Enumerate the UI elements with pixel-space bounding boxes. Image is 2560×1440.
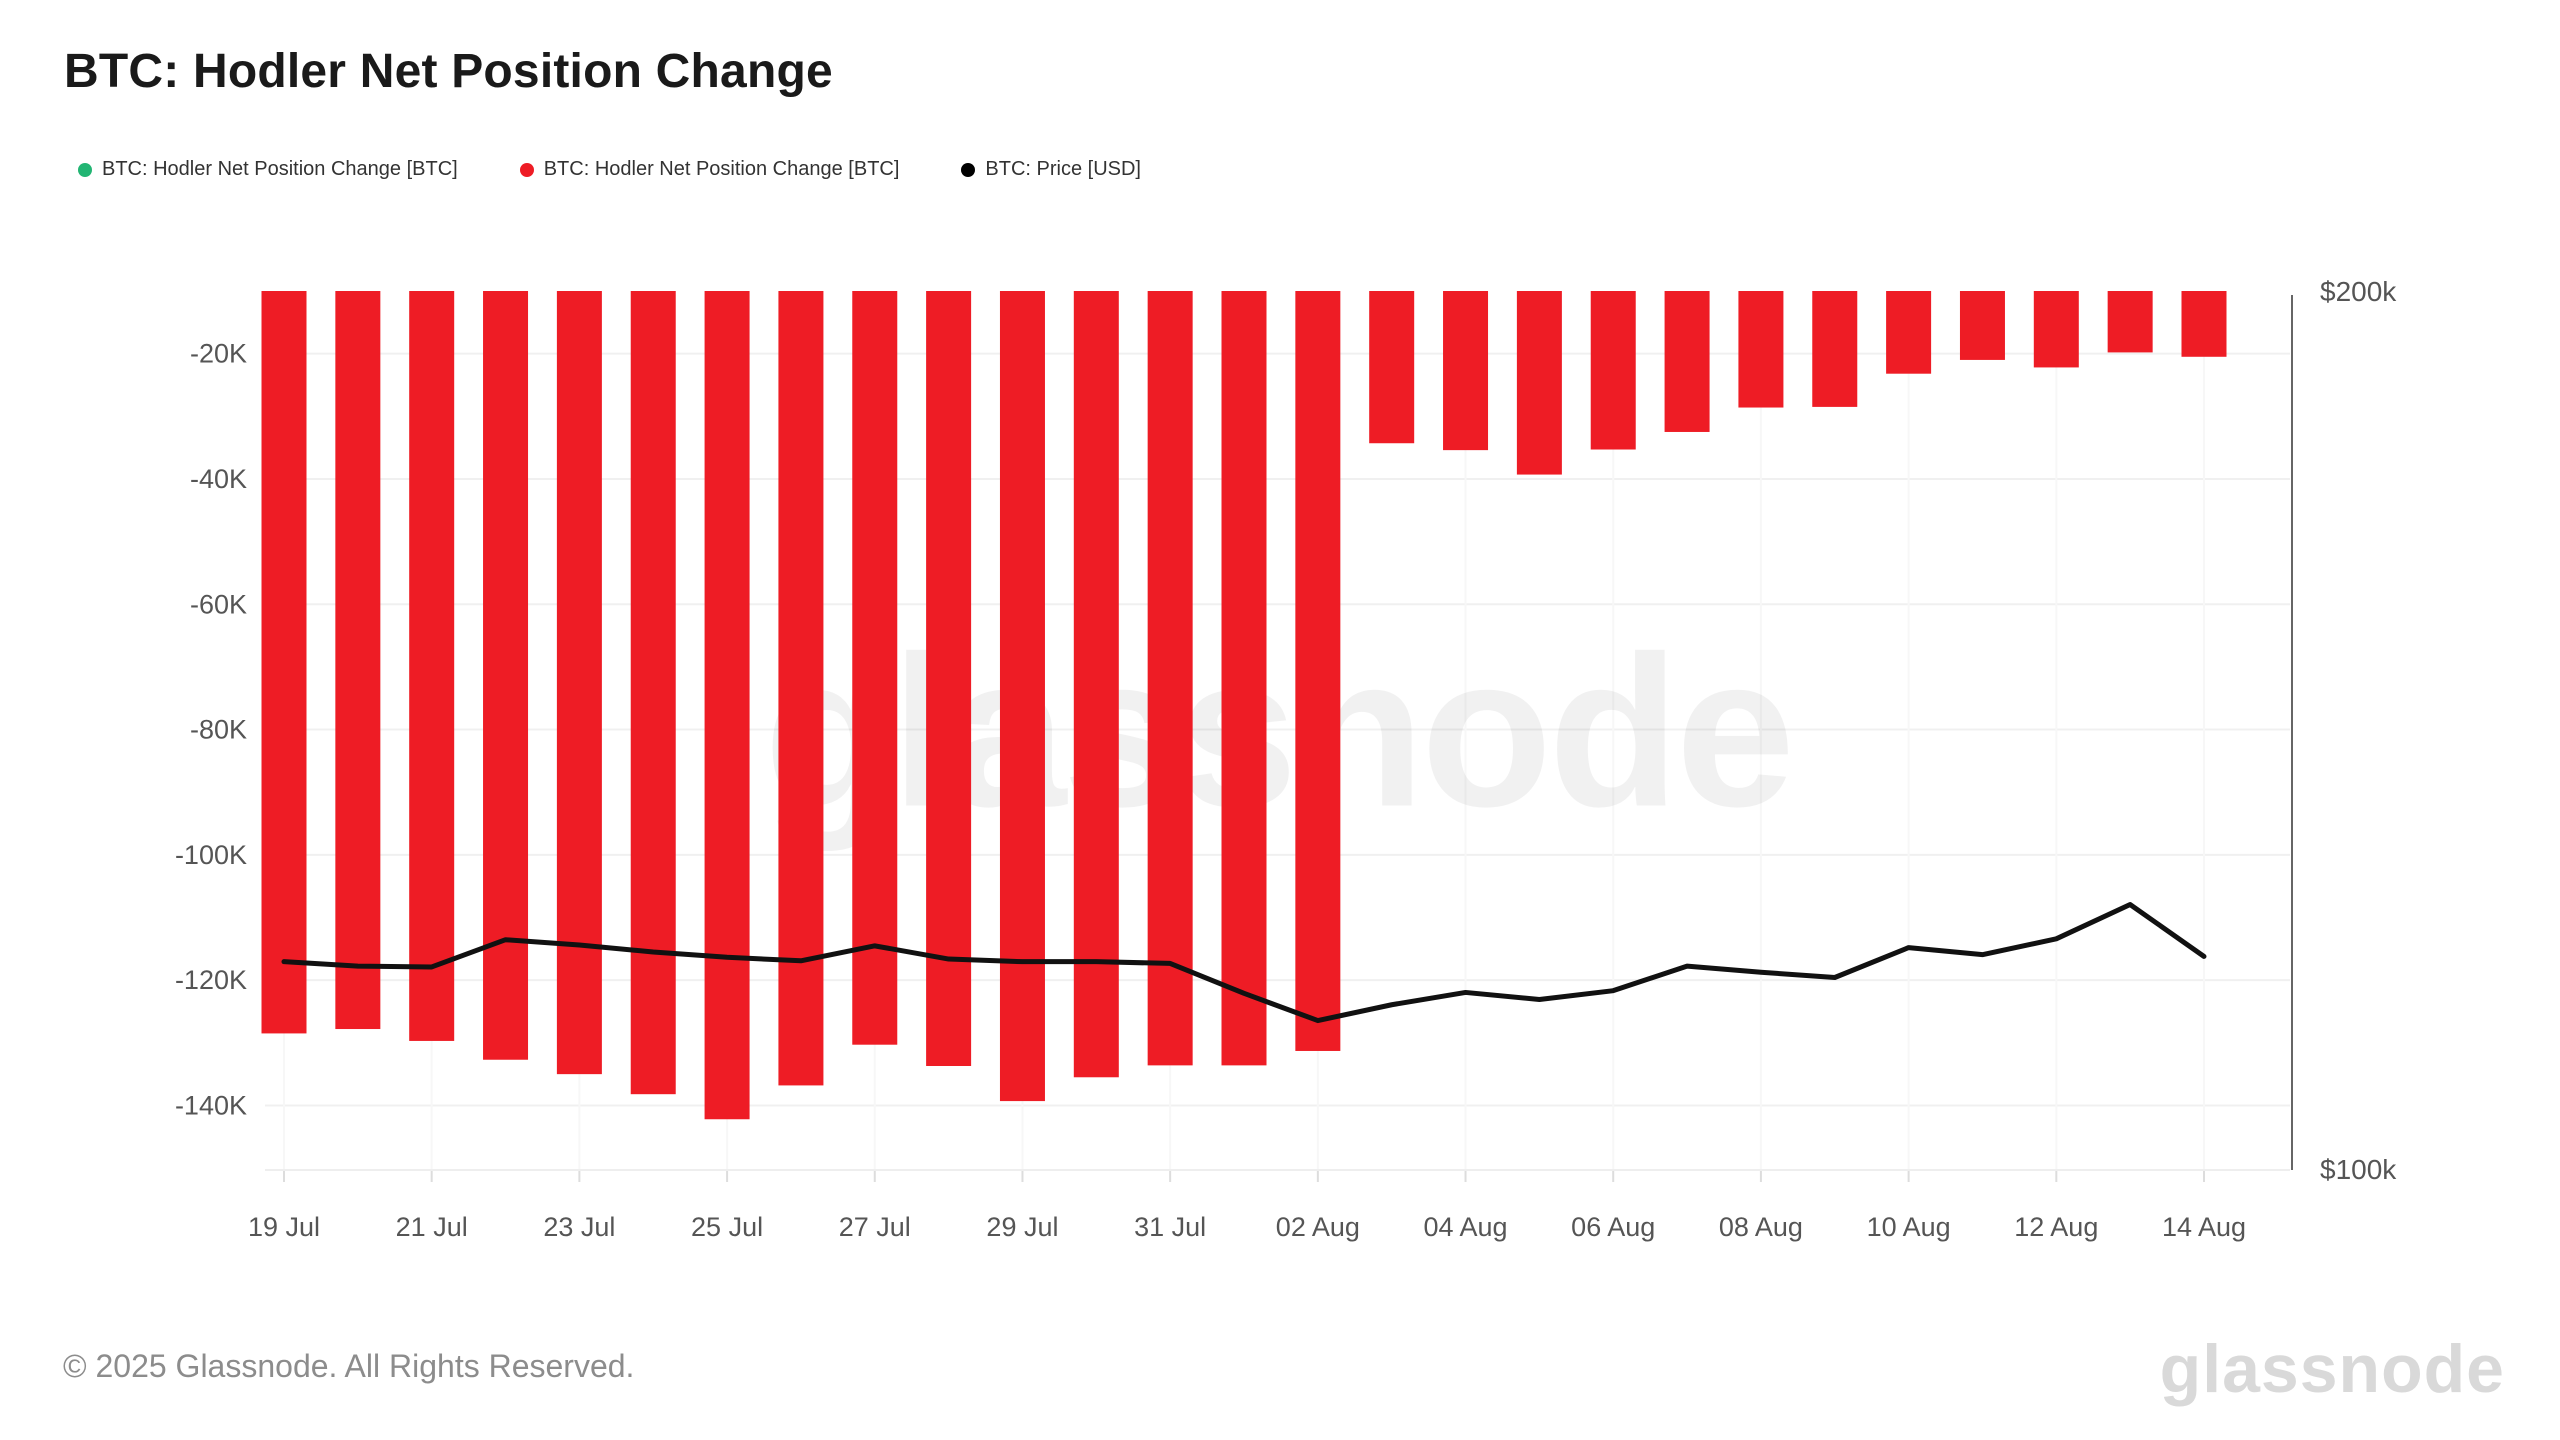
bar-29-jul[interactable] — [999, 291, 1045, 1102]
bar-30-jul[interactable] — [1073, 291, 1119, 1078]
legend-dot-black-icon — [961, 162, 976, 177]
legend-label: BTC: Hodler Net Position Change [BTC] — [102, 158, 458, 180]
y-axis-tick-label: -120K — [175, 965, 247, 995]
x-axis-tick-label: 06 Aug — [1571, 1212, 1655, 1242]
chart-canvas[interactable]: -20K -40K -60K -80K -100K -120K -140K 19 Jul 21 … — [0, 0, 2560, 1300]
y-axis-tick-label: -80K — [190, 715, 247, 745]
x-axis-tick-label: 08 Aug — [1719, 1212, 1803, 1242]
legend-label: BTC: Price [USD] — [985, 158, 1141, 180]
bar-19-jul[interactable] — [261, 291, 307, 1034]
x-axis-tick-label: 02 Aug — [1276, 1212, 1360, 1242]
bar-12-aug[interactable] — [2033, 291, 2079, 368]
y-axis-tick-label: -20K — [190, 339, 247, 369]
y-axis-tick-label: -140K — [175, 1090, 247, 1120]
bar-06-aug[interactable] — [1590, 291, 1636, 450]
bar-13-aug[interactable] — [2107, 291, 2153, 353]
legend-label: BTC: Hodler Net Position Change [BTC] — [543, 158, 900, 180]
x-axis-tick-label: 12 Aug — [2014, 1212, 2098, 1242]
bar-28-jul[interactable] — [926, 291, 972, 1066]
x-axis-tick-label: 27 Jul — [839, 1212, 911, 1242]
x-axis-tick-label: 31 Jul — [1134, 1212, 1206, 1242]
bar-26-jul[interactable] — [778, 291, 824, 1086]
legend-item-hodler-positive[interactable]: BTC: Hodler Net Position Change [BTC] — [78, 158, 458, 181]
bar-02-aug[interactable] — [1295, 291, 1341, 1051]
price-line — [281, 902, 2207, 1024]
x-axis-tick-label: 04 Aug — [1423, 1212, 1507, 1242]
right-axis-tick-label: $100k — [2320, 1154, 2397, 1185]
bar-09-aug[interactable] — [1812, 291, 1858, 407]
legend: BTC: Hodler Net Position Change [BTC] BT… — [78, 158, 1141, 181]
x-axis-tick-label: 29 Jul — [986, 1212, 1058, 1242]
bar-05-aug[interactable] — [1516, 291, 1562, 475]
bar-31-jul[interactable] — [1147, 291, 1193, 1066]
bar-14-aug[interactable] — [2181, 291, 2227, 357]
bar-24-jul[interactable] — [630, 291, 676, 1095]
bar-22-jul[interactable] — [483, 291, 529, 1060]
bar-04-aug[interactable] — [1443, 291, 1489, 451]
x-axis-tick-label: 10 Aug — [1867, 1212, 1951, 1242]
legend-dot-red-icon — [519, 162, 534, 177]
copyright-text: © 2025 Glassnode. All Rights Reserved. — [63, 1348, 635, 1384]
bar-11-aug[interactable] — [1959, 291, 2005, 360]
x-axis-tick-label: 19 Jul — [248, 1212, 320, 1242]
x-axis-tick-label: 23 Jul — [543, 1212, 615, 1242]
glassnode-watermark: glassnode — [764, 611, 1791, 852]
bar-27-jul[interactable] — [852, 291, 898, 1045]
bar-10-aug[interactable] — [1886, 291, 1932, 374]
page-title: BTC: Hodler Net Position Change — [64, 45, 833, 98]
x-axis-tick-label: 14 Aug — [2162, 1212, 2246, 1242]
bar-07-aug[interactable] — [1664, 291, 1710, 432]
legend-dot-green-icon — [78, 162, 92, 177]
y-axis-tick-label: -100K — [175, 840, 247, 870]
y-axis-tick-label: -40K — [190, 464, 247, 494]
bar-03-aug[interactable] — [1369, 291, 1415, 444]
right-axis-tick-label: $200k — [2320, 276, 2397, 307]
x-axis-tick-label: 21 Jul — [396, 1212, 468, 1242]
x-axis-tick-label: 25 Jul — [691, 1212, 763, 1242]
bar-21-jul[interactable] — [409, 291, 455, 1041]
bar-25-jul[interactable] — [704, 291, 750, 1120]
bar-20-jul[interactable] — [335, 291, 381, 1030]
glassnode-logo: glassnode — [2159, 1331, 2505, 1407]
bar-01-aug[interactable] — [1221, 291, 1267, 1066]
y-axis-tick-label: -60K — [190, 589, 247, 619]
bar-23-jul[interactable] — [556, 291, 602, 1075]
legend-item-hodler-negative[interactable]: BTC: Hodler Net Position Change [BTC] — [519, 158, 900, 181]
bar-08-aug[interactable] — [1738, 291, 1784, 408]
legend-item-price[interactable]: BTC: Price [USD] — [961, 158, 1141, 181]
